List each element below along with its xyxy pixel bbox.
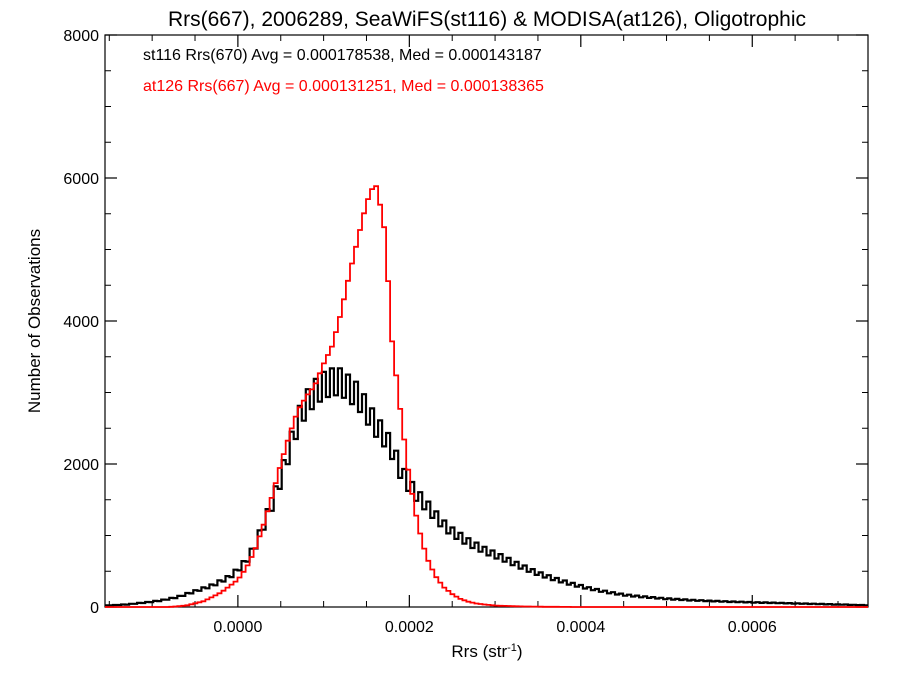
- x-axis-label-main: Rrs (str: [451, 642, 507, 661]
- y-tick-label-3: 6000: [63, 171, 99, 188]
- legend: st116 Rrs(670) Avg = 0.000178538, Med = …: [143, 47, 544, 95]
- y-axis-label: Number of Observations: [25, 229, 44, 413]
- x-tick-label-1: 0.0002: [385, 619, 434, 636]
- x-axis-label-superscript: -1: [507, 642, 517, 654]
- legend-entry-st116: st116 Rrs(670) Avg = 0.000178538, Med = …: [143, 47, 542, 64]
- x-tick-label-3: 0.0006: [728, 619, 777, 636]
- y-axis: 0 2000 4000 6000 8000: [63, 28, 868, 617]
- y-tick-label-4: 8000: [63, 28, 99, 45]
- legend-entry-at126: at126 Rrs(667) Avg = 0.000131251, Med = …: [143, 78, 544, 95]
- series-line-0: [105, 367, 868, 607]
- x-tick-label-2: 0.0004: [556, 619, 605, 636]
- x-axis-label: Rrs (str-1): [451, 642, 522, 661]
- y-tick-label-2: 4000: [63, 314, 99, 331]
- series-line-1: [105, 185, 868, 608]
- chart-title: Rrs(667), 2006289, SeaWiFS(st116) & MODI…: [168, 8, 806, 31]
- series-layer: [105, 185, 868, 608]
- y-tick-label-0: 0: [90, 600, 99, 617]
- x-axis-label-end: ): [517, 642, 523, 661]
- x-tick-label-0: 0.0000: [213, 619, 262, 636]
- y-tick-label-1: 2000: [63, 457, 99, 474]
- x-axis: 0.0000 0.0002 0.0004 0.0006: [108, 35, 839, 636]
